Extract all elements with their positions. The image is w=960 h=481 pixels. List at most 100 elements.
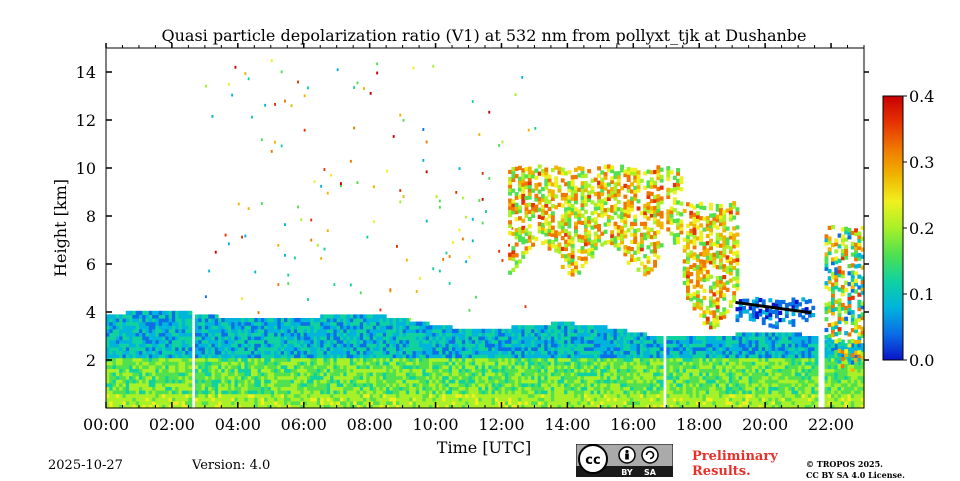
heatmap-cell [303, 357, 308, 362]
heatmap-cell [251, 336, 255, 341]
heatmap-cell [514, 354, 519, 359]
heatmap-cell [214, 314, 219, 319]
heatmap-cell [300, 372, 305, 377]
heatmap-cell [682, 354, 687, 359]
heatmap-cell [715, 386, 720, 391]
heatmap-cell [300, 375, 305, 380]
heatmap-cell [284, 393, 288, 398]
heatmap-cell [155, 393, 160, 398]
heatmap-cell [682, 386, 687, 391]
heatmap-cell [152, 310, 156, 315]
heatmap-cell [402, 318, 407, 323]
heatmap-cell [221, 357, 226, 362]
heatmap-cell [775, 350, 779, 355]
heatmap-cell [247, 339, 252, 344]
heatmap-cell [369, 325, 374, 330]
heatmap-cell [287, 332, 292, 337]
heatmap-cell [208, 404, 213, 409]
heatmap-cell [366, 343, 371, 348]
heatmap-cell [633, 336, 638, 341]
heatmap-cell [201, 328, 206, 333]
heatmap-cell [254, 397, 259, 402]
heatmap-cell [742, 372, 746, 377]
heatmap-cell [504, 357, 509, 362]
heatmap-cell [405, 332, 410, 337]
heatmap-cell [461, 372, 466, 377]
heatmap-cell [336, 397, 341, 402]
heatmap-cell [623, 361, 628, 366]
heatmap-cell [303, 368, 308, 373]
heatmap-cell [293, 256, 296, 260]
heatmap-cell [303, 354, 308, 359]
heatmap-cell [158, 364, 163, 369]
heatmap-cell [465, 332, 470, 337]
heatmap-cell [633, 375, 638, 380]
heatmap-cell [135, 375, 140, 380]
heatmap-cell [320, 404, 325, 409]
heatmap-cell [564, 339, 568, 344]
heatmap-cell [649, 382, 654, 387]
heatmap-cell [313, 318, 318, 323]
heatmap-cell [402, 400, 407, 405]
heatmap-cell [587, 339, 592, 344]
heatmap-cell [158, 361, 163, 366]
heatmap-cell [432, 382, 437, 387]
heatmap-cell [616, 382, 621, 387]
heatmap-cell [524, 386, 529, 391]
heatmap-cell [448, 354, 453, 359]
heatmap-cell [376, 364, 381, 369]
heatmap-cell [485, 379, 489, 384]
heatmap-cell [290, 390, 295, 395]
heatmap-cell [692, 350, 697, 355]
heatmap-cell [241, 393, 245, 398]
heatmap-cell [649, 354, 654, 359]
heatmap-cell [461, 343, 466, 348]
heatmap-cell [514, 93, 517, 96]
heatmap-cell [560, 336, 565, 341]
heatmap-cell [765, 357, 769, 362]
heatmap-cell [429, 382, 433, 387]
heatmap-cell [682, 390, 687, 395]
heatmap-cell [363, 325, 367, 330]
heatmap-cell [300, 343, 305, 348]
heatmap-cell [231, 354, 236, 359]
heatmap-cell [699, 372, 704, 377]
heatmap-cell [422, 350, 427, 355]
heatmap-cell [185, 354, 189, 359]
heatmap-cell [139, 400, 143, 405]
heatmap-cell [669, 368, 674, 373]
heatmap-cell [115, 339, 120, 344]
heatmap-cell [544, 404, 549, 409]
heatmap-cell [448, 346, 453, 351]
heatmap-cell [550, 332, 555, 337]
heatmap-cell [682, 368, 687, 373]
heatmap-cell [504, 332, 509, 337]
heatmap-cell [623, 354, 628, 359]
heatmap-cell [778, 361, 783, 366]
heatmap-cell [139, 310, 143, 315]
heatmap-cell [142, 372, 147, 377]
heatmap-cell [508, 382, 512, 387]
heatmap-cell [221, 393, 226, 398]
heatmap-cell [122, 343, 127, 348]
heatmap-cell [527, 332, 532, 337]
heatmap-cell [514, 357, 519, 362]
heatmap-cell [175, 364, 180, 369]
heatmap-cell [353, 382, 358, 387]
heatmap-cell [313, 332, 318, 337]
heatmap-cell [676, 390, 680, 395]
heatmap-cell [353, 332, 358, 337]
heatmap-cell [300, 364, 305, 369]
heatmap-cell [415, 339, 420, 344]
heatmap-cell [310, 375, 315, 380]
heatmap-cell [392, 321, 397, 326]
heatmap-cell [600, 350, 605, 355]
heatmap-cell [570, 354, 575, 359]
heatmap-cell [112, 372, 117, 377]
heatmap-cell [422, 339, 427, 344]
heatmap-cell [297, 368, 301, 373]
heatmap-cell [234, 390, 239, 395]
heatmap-cell [135, 390, 140, 395]
heatmap-cell [155, 346, 160, 351]
